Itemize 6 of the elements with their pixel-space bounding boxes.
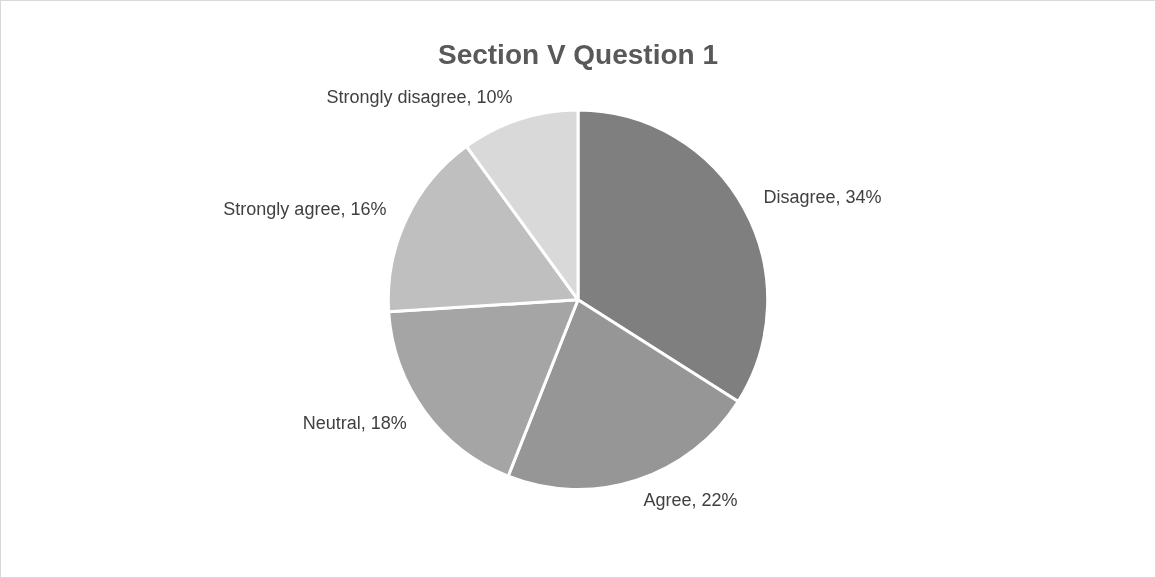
slice-label: Disagree, 34% [763, 186, 882, 207]
chart-title: Section V Question 1 [437, 38, 719, 70]
slice-label: Strongly agree, 16% [223, 198, 387, 219]
slice-label: Neutral, 18% [302, 413, 407, 434]
slice-label: Agree, 22% [643, 490, 738, 511]
slice-label: Strongly disagree, 10% [326, 87, 513, 108]
